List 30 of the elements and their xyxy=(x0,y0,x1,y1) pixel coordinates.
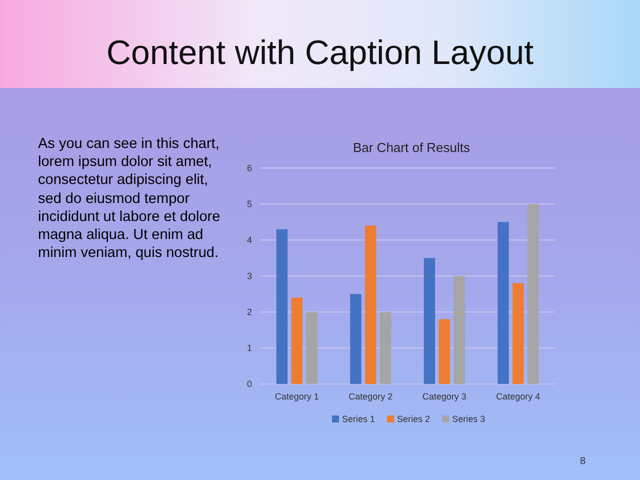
bar xyxy=(512,283,524,384)
y-tick-label: 1 xyxy=(246,342,252,353)
bar xyxy=(380,312,392,384)
bar xyxy=(276,229,288,384)
text: As you can see in this chart, lorem ipsum dolor sit amet, consectetur adipiscing elit, sed do eiusmod tempor incididunt ut labore et dolore magna aliqua. Ut enim ad minim veniam, quis nostrud. xyxy=(38,135,222,262)
legend-label: Series 3 xyxy=(452,414,486,424)
y-tick-label: 3 xyxy=(246,270,252,281)
text: Content with Caption Layout xyxy=(105,34,535,73)
bar xyxy=(365,226,376,384)
legend-label: Series 1 xyxy=(342,414,376,424)
y-tick-label: 5 xyxy=(246,198,252,209)
y-tick-label: 4 xyxy=(246,234,252,245)
y-tick-label: 2 xyxy=(246,306,252,317)
x-tick-label: Category 2 xyxy=(348,391,393,402)
bar xyxy=(438,319,450,384)
legend-label: Series 2 xyxy=(397,414,430,424)
x-tick-label: Category 1 xyxy=(274,391,319,402)
chart-title: Bar Chart of Results xyxy=(352,140,471,155)
bar xyxy=(424,258,436,384)
y-tick-label: 0 xyxy=(246,378,252,389)
bar xyxy=(350,294,362,384)
text: 8 xyxy=(580,456,586,467)
x-tick-label: Category 4 xyxy=(496,391,540,402)
x-tick-label: Category 3 xyxy=(422,391,466,402)
bar xyxy=(454,276,465,384)
bar xyxy=(291,298,302,384)
bar xyxy=(527,204,539,384)
bar xyxy=(498,222,509,384)
y-tick-label: 6 xyxy=(246,162,252,173)
bar xyxy=(306,312,318,384)
